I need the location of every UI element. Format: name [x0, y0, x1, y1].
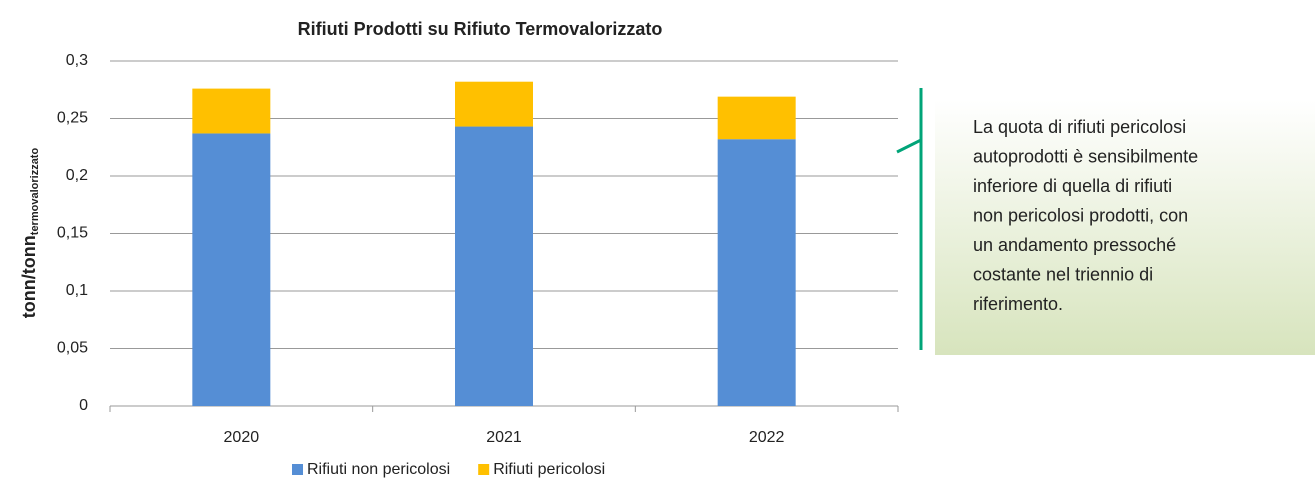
bar-segment: [455, 81, 533, 127]
bar-segment: [192, 133, 271, 406]
note-line: costante nel triennio di: [973, 264, 1153, 284]
y-axis-label-sub: termovalorizzato: [29, 148, 41, 236]
x-tick-label: 2021: [486, 429, 522, 446]
bar-segment: [192, 88, 271, 134]
bracket-tip: [896, 138, 922, 154]
y-tick-label: 0,15: [57, 225, 88, 242]
note: La quota di rifiuti pericolosi autoprodot…: [973, 117, 1198, 314]
note-line: non pericolosi prodotti, con: [973, 205, 1188, 225]
y-tick-label: 0,1: [66, 282, 88, 299]
y-tick-label: 0,3: [66, 52, 88, 69]
x-tick-label: 2020: [224, 429, 260, 446]
y-axis-label: tonn/tonntermovalorizzato: [19, 148, 41, 319]
note-line: inferiore di quella di rifiuti: [973, 176, 1172, 196]
note-line: un andamento pressoché: [973, 235, 1176, 255]
note-box: [935, 100, 1315, 355]
x-tick-label: 2022: [749, 429, 785, 446]
y-tick-label: 0: [79, 397, 88, 414]
legend-label: Rifiuti non pericolosi: [307, 461, 450, 478]
y-tick-label: 0,05: [57, 340, 88, 357]
legend-swatch: [292, 464, 303, 475]
note-line: riferimento.: [973, 294, 1063, 314]
y-tick-label: 0,25: [57, 110, 88, 127]
y-axis-label-main: tonn/tonn: [19, 235, 39, 318]
legend-swatch: [478, 464, 490, 475]
chart-title: Rifiuti Prodotti su Rifiuto Termovaloriz…: [298, 19, 663, 39]
bar-segment: [717, 139, 796, 406]
note-line: autoprodotti è sensibilmente: [973, 146, 1198, 166]
note-line: La quota di rifiuti pericolosi: [973, 117, 1186, 137]
legend-label: Rifiuti pericolosi: [493, 461, 605, 478]
bar-segment: [455, 126, 533, 407]
y-tick-label: 0,2: [66, 167, 88, 184]
bar-segment: [717, 96, 796, 140]
